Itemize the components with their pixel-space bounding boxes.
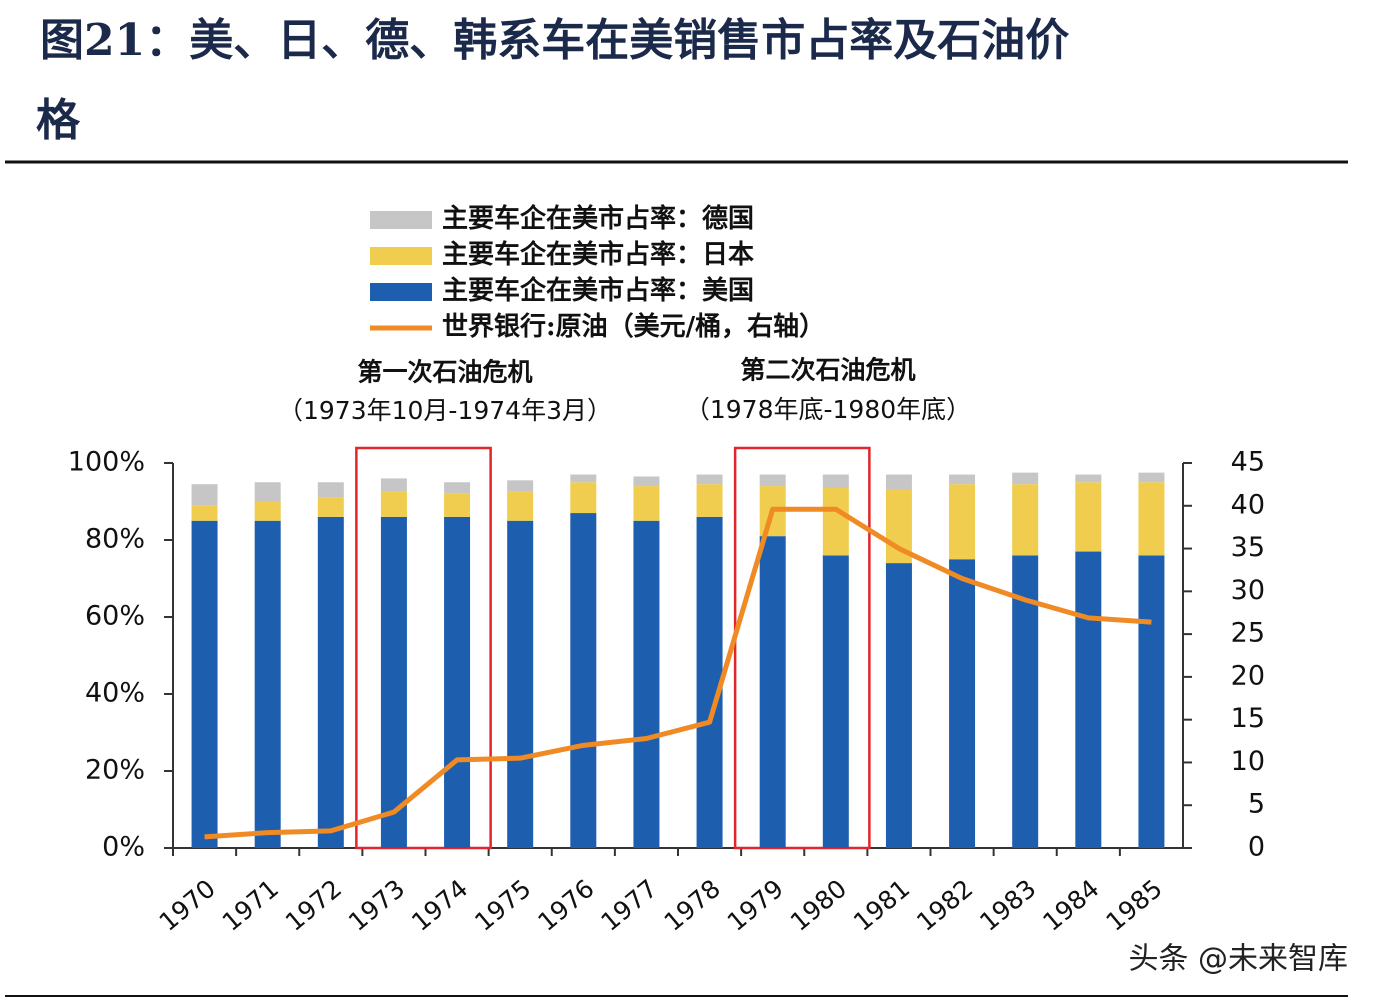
y2-tick-label: 25 — [1231, 618, 1265, 649]
y-tick-label: 20% — [85, 755, 145, 786]
watermark: 头条 @未来智库 — [1128, 942, 1348, 977]
x-tick-label: 1979 — [722, 874, 789, 937]
legend-swatch — [370, 247, 432, 265]
bar — [1138, 482, 1165, 556]
bar — [254, 501, 281, 521]
bar — [254, 482, 281, 502]
bar — [696, 484, 723, 517]
bar — [949, 559, 976, 848]
x-tick-label: 1971 — [217, 874, 284, 937]
bar — [570, 513, 597, 848]
bar — [885, 563, 912, 848]
y2-tick-label: 40 — [1231, 489, 1265, 520]
highlight-box — [355, 446, 492, 850]
annotation: 第一次石油危机 — [357, 358, 532, 387]
x-tick-label: 1972 — [280, 874, 347, 937]
legend-label: 主要车企在美市占率：德国 — [442, 203, 754, 234]
x-tick-label: 1970 — [154, 874, 221, 937]
y2-tick-label: 30 — [1231, 575, 1265, 606]
y2-tick-label: 0 — [1248, 832, 1265, 863]
bar — [380, 491, 407, 517]
y-tick-label: 0% — [102, 832, 145, 863]
legend-label: 主要车企在美市占率：美国 — [442, 275, 754, 306]
x-tick-label: 1973 — [343, 874, 410, 937]
y-tick-label: 60% — [85, 601, 145, 632]
x-tick-label: 1977 — [595, 874, 662, 937]
bar — [317, 516, 344, 848]
bar — [759, 474, 786, 487]
bar — [633, 486, 660, 521]
x-tick-label: 1982 — [911, 874, 978, 937]
bar — [633, 476, 660, 487]
bar — [507, 520, 534, 848]
y2-tick-label: 10 — [1231, 746, 1265, 777]
bar — [1012, 484, 1039, 556]
bar — [822, 555, 849, 848]
y-tick-label: 100% — [68, 447, 145, 478]
y2-tick-label: 20 — [1231, 660, 1265, 691]
annotation: （1973年10月-1974年3月） — [278, 396, 612, 425]
x-tick-label: 1974 — [406, 874, 473, 937]
bar — [380, 478, 407, 492]
bar — [1138, 472, 1165, 483]
bar — [507, 480, 534, 492]
bar — [822, 488, 849, 556]
x-tick-label: 1975 — [469, 874, 536, 937]
bar — [444, 516, 471, 848]
bar — [1075, 551, 1102, 848]
legend-swatch — [370, 211, 432, 229]
bar — [885, 474, 912, 490]
bar — [380, 516, 407, 848]
bar — [570, 482, 597, 514]
x-tick-label: 1980 — [785, 874, 852, 937]
bar — [1012, 472, 1039, 485]
y-tick-label: 40% — [85, 678, 145, 709]
annotation: 第二次石油危机 — [740, 356, 915, 385]
y2-tick-label: 15 — [1231, 703, 1265, 734]
bar — [1075, 482, 1102, 552]
legend-label: 主要车企在美市占率：日本 — [442, 239, 754, 270]
x-tick-label: 1984 — [1037, 874, 1104, 937]
bar — [949, 474, 976, 485]
legend-label: 世界银行:原油（美元/桶，右轴） — [442, 311, 825, 342]
y-tick-label: 80% — [85, 524, 145, 555]
bar — [759, 536, 786, 848]
bar — [696, 516, 723, 848]
legend-swatch — [370, 283, 432, 301]
bar — [444, 482, 471, 494]
bar — [822, 474, 849, 489]
bar — [317, 497, 344, 517]
chart-title: 图21：美、日、德、韩系车在美销售市占率及石油价 — [40, 15, 1069, 66]
y2-tick-label: 45 — [1231, 447, 1265, 478]
x-tick-label: 1978 — [659, 874, 726, 937]
y2-tick-label: 35 — [1231, 532, 1265, 563]
bar — [633, 520, 660, 848]
bar — [1075, 474, 1102, 483]
x-tick-label: 1983 — [974, 874, 1041, 937]
bar — [444, 493, 471, 517]
bar — [191, 484, 218, 506]
x-tick-label: 1985 — [1100, 874, 1167, 937]
bar — [507, 491, 534, 521]
bar — [254, 520, 281, 848]
chart-title: 格 — [36, 95, 81, 146]
x-tick-label: 1976 — [532, 874, 599, 937]
highlight-box — [733, 446, 871, 850]
x-tick-label: 1981 — [848, 874, 915, 937]
bar — [1138, 555, 1165, 848]
bar — [317, 482, 344, 498]
bar — [570, 474, 597, 483]
bar — [696, 474, 723, 485]
bar — [191, 505, 218, 521]
line — [204, 506, 1152, 840]
y2-tick-label: 5 — [1248, 789, 1265, 820]
bar — [949, 484, 976, 560]
bar — [191, 520, 218, 848]
annotation: （1978年底-1980年底） — [685, 395, 971, 424]
